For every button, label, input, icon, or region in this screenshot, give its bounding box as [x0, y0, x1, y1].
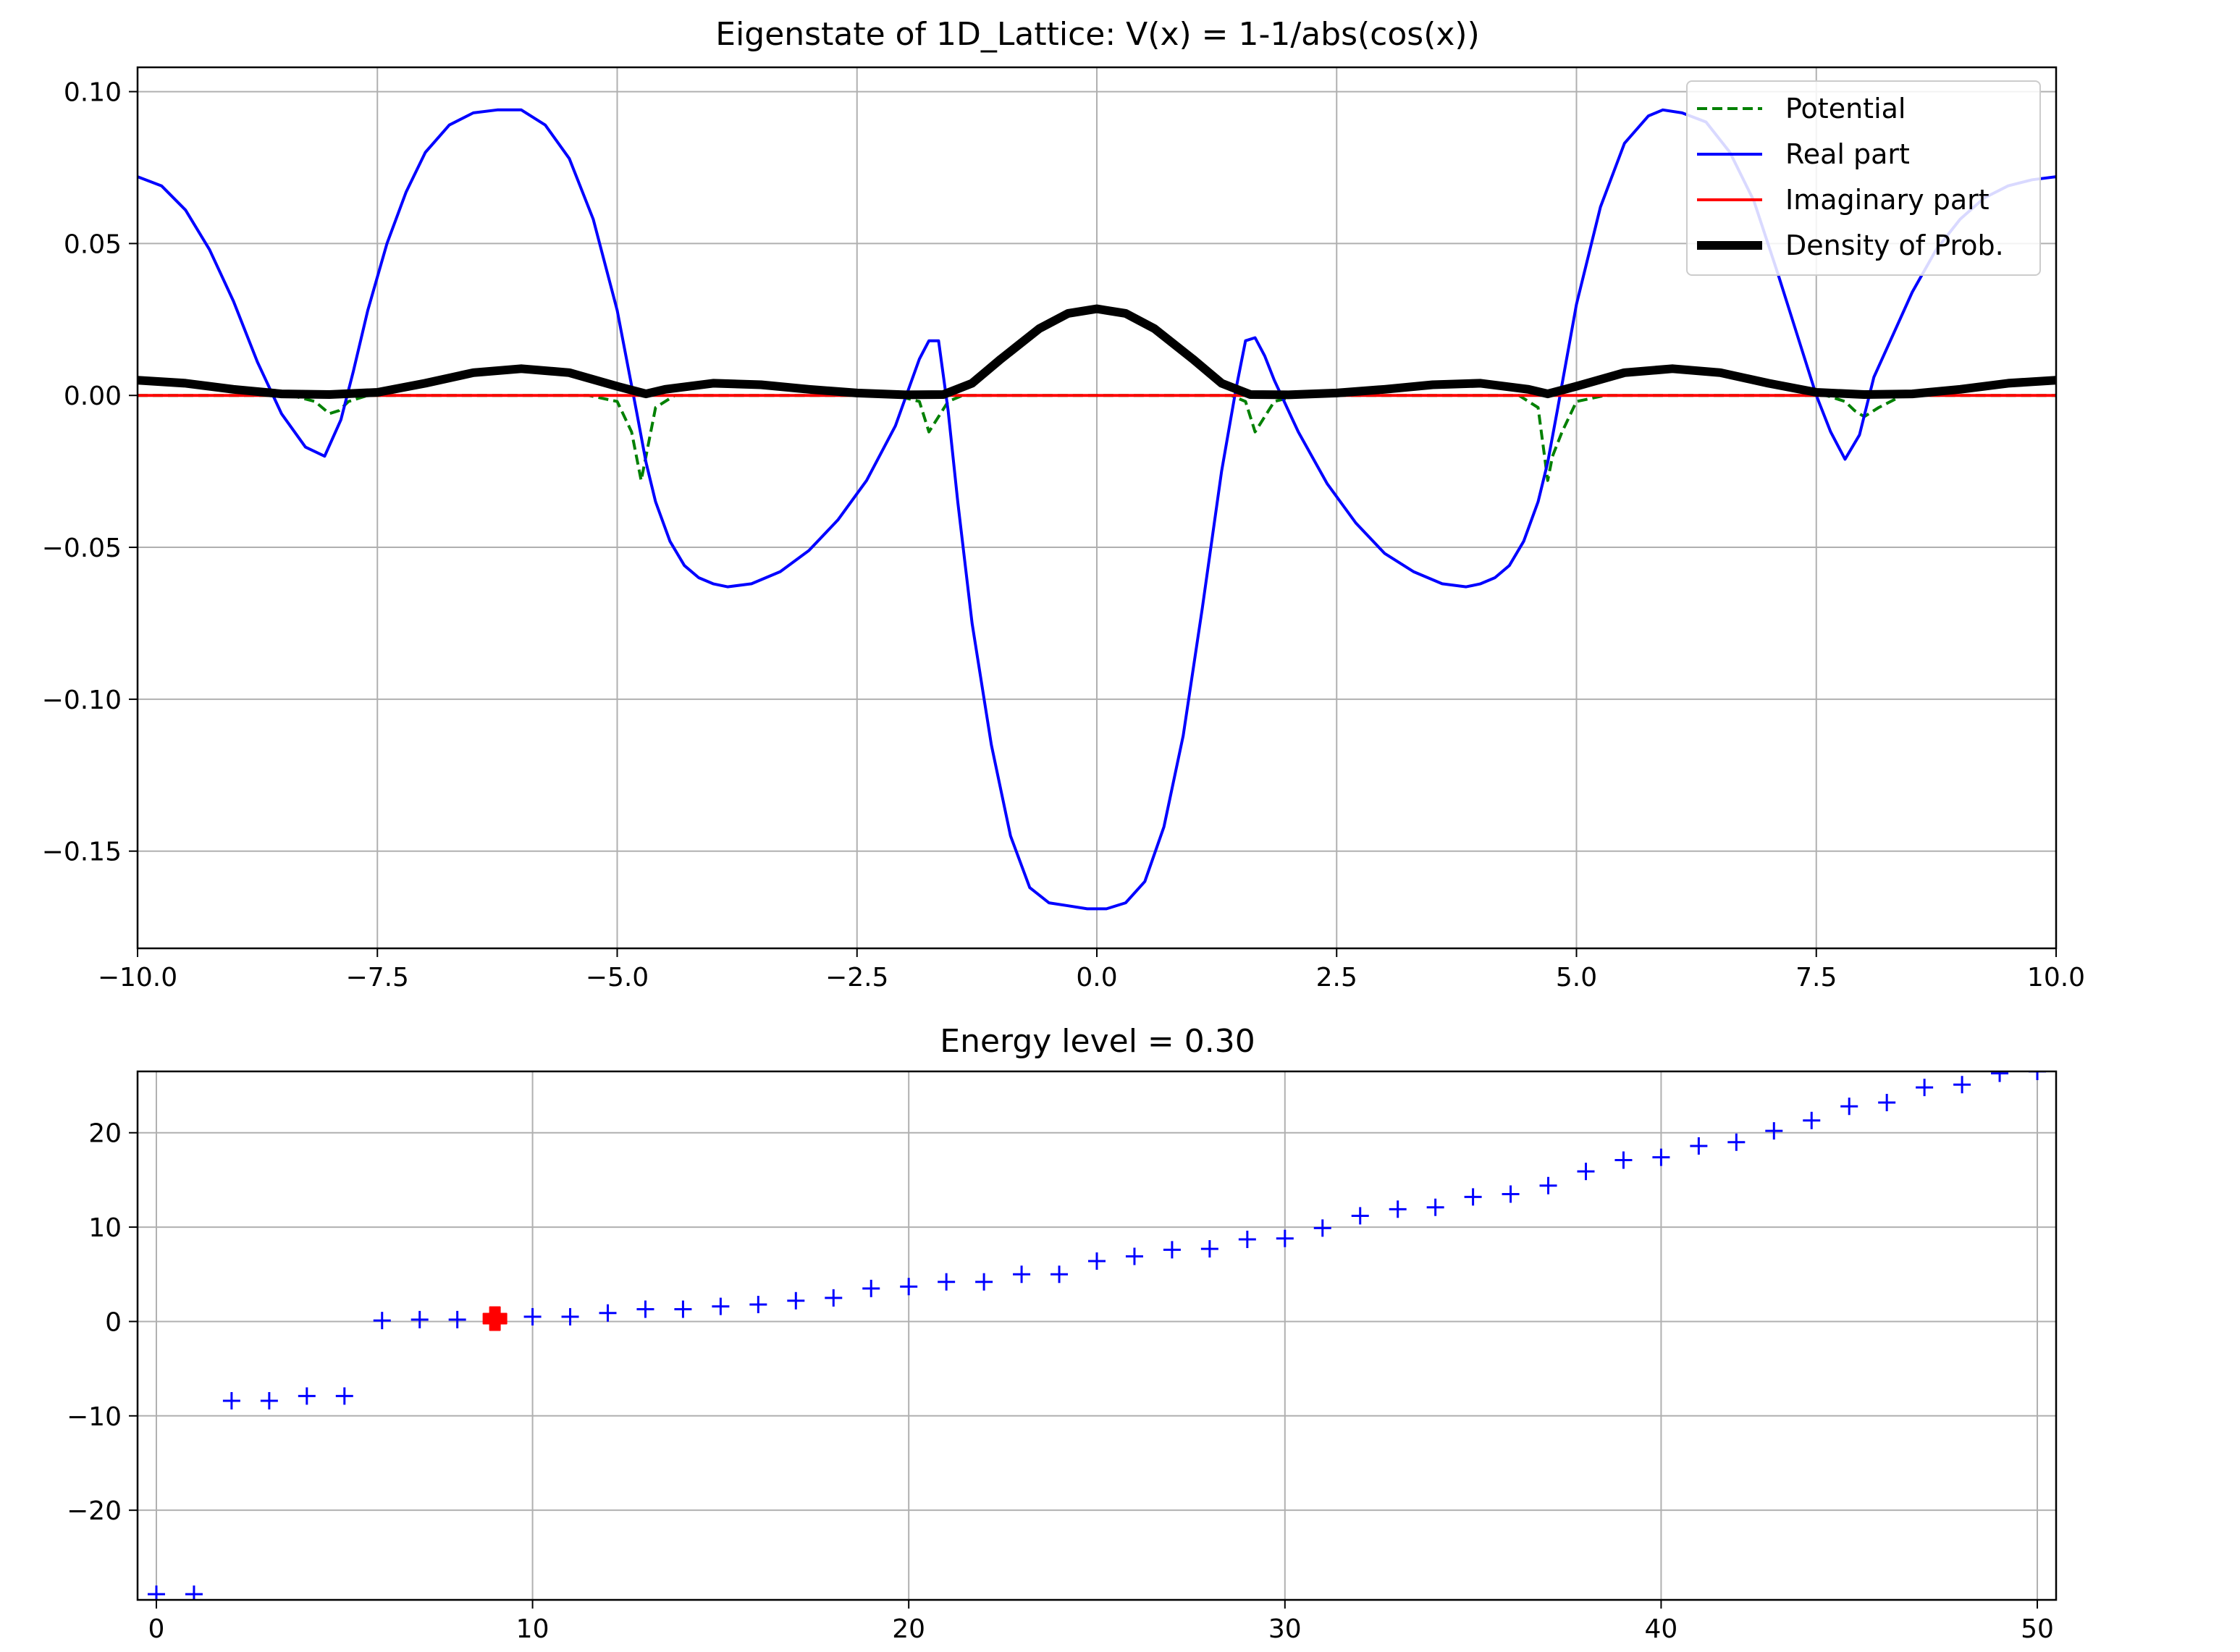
energy-level-point	[448, 1310, 466, 1328]
x-tick-label: 50	[2021, 1614, 2054, 1644]
energy-level-point	[1614, 1151, 1633, 1169]
energy-level-point	[1088, 1252, 1106, 1270]
energy-level-point	[222, 1391, 240, 1409]
energy-level-point	[1803, 1111, 1821, 1129]
y-tick-label: −0.15	[42, 838, 122, 867]
x-tick-label: 5.0	[1556, 963, 1597, 993]
x-tick-label: −2.5	[825, 963, 888, 993]
energy-level-point	[1426, 1198, 1444, 1216]
y-tick-label: 10	[88, 1213, 122, 1243]
energy-level-point	[1878, 1094, 1896, 1112]
energy-level-point	[1313, 1219, 1331, 1237]
x-tick-label: −7.5	[346, 963, 409, 993]
energy-levels-chart-title: Energy level = 0.30	[940, 1023, 1255, 1060]
series-line-density-of-prob	[138, 304, 2056, 400]
eigenstate-x-ticks: −10.0 −7.5 −5.0 −2.5 0.0 2.5 5.0 7.5 10.0	[98, 948, 2085, 993]
energy-level-point	[1916, 1079, 1934, 1097]
x-tick-label: 10	[516, 1614, 550, 1644]
energy-level-point	[1238, 1231, 1256, 1249]
energy-level-point	[825, 1289, 843, 1307]
x-tick-label: 20	[892, 1614, 925, 1644]
energy-levels-chart: Energy level = 0.30 0 10 20 30 40 50 20 10 0 −10…	[67, 1023, 2058, 1644]
energy-levels-points	[147, 1071, 2047, 1600]
energy-level-point	[2029, 1071, 2047, 1080]
energy-level-point	[1953, 1076, 1971, 1094]
x-tick-label: 0.0	[1076, 963, 1117, 993]
energy-level-point	[1652, 1148, 1670, 1166]
energy-level-point	[1690, 1137, 1708, 1155]
energy-level-point	[1577, 1163, 1595, 1181]
energy-level-point	[1389, 1200, 1407, 1218]
x-tick-label: 40	[1645, 1614, 1678, 1644]
y-tick-label: −20	[67, 1496, 122, 1526]
energy-level-point	[749, 1295, 767, 1313]
y-tick-label: 20	[88, 1119, 122, 1149]
legend-label: Imaginary part	[1785, 184, 1990, 216]
energy-levels-axes-frame	[136, 1070, 2058, 1601]
eigenstate-y-ticks: 0.10 0.05 0.00 −0.05 −0.10 −0.15	[42, 78, 138, 867]
x-tick-label: 2.5	[1316, 963, 1357, 993]
legend-label: Potential	[1785, 93, 1906, 125]
energy-level-point	[523, 1307, 542, 1326]
energy-level-point	[260, 1391, 278, 1409]
energy-level-point	[1539, 1176, 1557, 1194]
energy-level-point	[1200, 1240, 1218, 1258]
energy-level-point	[1050, 1265, 1069, 1284]
x-tick-label: −10.0	[98, 963, 177, 993]
energy-level-point	[1013, 1265, 1031, 1284]
legend-label: Real part	[1785, 138, 1910, 170]
energy-level-point	[674, 1300, 692, 1318]
y-tick-label: 0	[105, 1307, 122, 1337]
energy-level-point	[1991, 1071, 2009, 1082]
selected-energy-level-marker	[482, 1306, 508, 1331]
energy-level-point	[900, 1278, 918, 1296]
y-tick-label: −10	[67, 1402, 122, 1432]
y-tick-label: 0.00	[64, 382, 122, 411]
x-tick-label: 30	[1268, 1614, 1302, 1644]
energy-level-point	[1765, 1122, 1783, 1140]
y-tick-label: −0.05	[42, 534, 122, 563]
eigenstate-chart-title: Eigenstate of 1D_Lattice: V(x) = 1-1/abs…	[715, 16, 1479, 53]
legend-box	[1686, 80, 2041, 276]
energy-levels-y-ticks: 20 10 0 −10 −20	[67, 1119, 138, 1526]
energy-level-point	[599, 1304, 617, 1322]
energy-level-point	[1125, 1247, 1143, 1265]
energy-level-point	[938, 1273, 956, 1291]
legend-label: Density of Prob.	[1785, 229, 2004, 261]
energy-level-point	[1502, 1185, 1520, 1203]
energy-level-point	[147, 1585, 165, 1600]
energy-level-point	[787, 1291, 805, 1310]
x-tick-label: 10.0	[2027, 963, 2085, 993]
energy-level-point	[975, 1273, 993, 1291]
energy-level-point	[1840, 1097, 1858, 1116]
energy-level-point	[335, 1387, 353, 1405]
y-tick-label: 0.10	[64, 78, 122, 108]
energy-level-point	[410, 1310, 429, 1328]
energy-level-point	[1163, 1241, 1181, 1259]
energy-level-point	[862, 1279, 880, 1297]
x-tick-label: 0	[148, 1614, 165, 1644]
eigenstate-legend: Potential Real part Imaginary part Density …	[1686, 80, 2041, 276]
energy-level-point	[1351, 1207, 1369, 1225]
energy-level-point	[373, 1312, 391, 1330]
energy-levels-x-ticks: 0 10 20 30 40 50	[148, 1600, 2054, 1644]
energy-level-point	[1727, 1133, 1746, 1151]
energy-level-point	[185, 1585, 203, 1600]
energy-level-point	[1464, 1188, 1482, 1206]
x-tick-label: −5.0	[586, 963, 649, 993]
energy-level-point	[561, 1307, 579, 1326]
x-tick-label: 7.5	[1795, 963, 1837, 993]
energy-level-point	[636, 1300, 654, 1318]
y-tick-label: −0.10	[42, 686, 122, 715]
energy-level-point	[298, 1387, 316, 1405]
eigenstate-chart: Eigenstate of 1D_Lattice: V(x) = 1-1/abs…	[42, 16, 2085, 993]
y-tick-label: 0.05	[64, 229, 122, 259]
energy-level-point	[712, 1297, 730, 1315]
energy-level-point	[1276, 1229, 1294, 1247]
